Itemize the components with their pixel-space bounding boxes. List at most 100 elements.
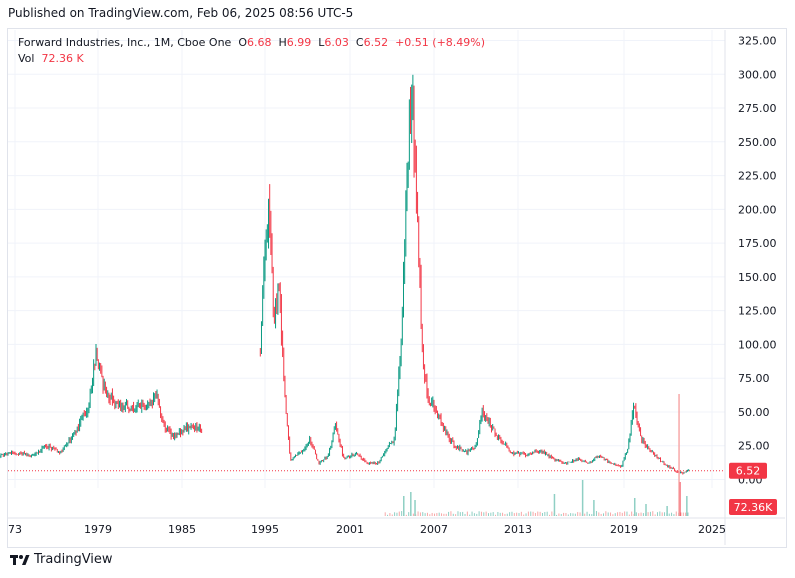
volume-bar xyxy=(541,512,543,516)
volume-bar xyxy=(598,512,600,516)
volume-bar xyxy=(558,513,560,516)
y-tick-label: 125.00 xyxy=(738,305,777,318)
volume-bar xyxy=(645,504,647,516)
volume-bar xyxy=(504,514,506,516)
volume-bar xyxy=(509,512,511,516)
volume-bar xyxy=(649,511,651,516)
volume-bar xyxy=(656,512,658,516)
volume-bar xyxy=(640,512,642,516)
volume-bar xyxy=(403,496,405,516)
x-tick-label: 2019 xyxy=(610,523,638,536)
volume-bar xyxy=(434,513,435,516)
volume-bar xyxy=(600,513,602,516)
volume-bar xyxy=(527,511,529,516)
close-label: C xyxy=(355,36,364,49)
ohlc-legend: Forward Industries, Inc., 1M, Cboe One O… xyxy=(18,36,485,49)
volume-bar xyxy=(570,513,572,516)
volume-bar xyxy=(626,511,628,516)
volume-bar xyxy=(516,512,518,516)
volume-bar xyxy=(631,511,633,516)
volume-bar xyxy=(476,513,478,516)
volume-bar xyxy=(685,512,687,516)
open-value: 6.68 xyxy=(246,36,272,49)
volume-bar xyxy=(565,512,567,516)
volume-bar xyxy=(638,513,640,516)
volume-bar xyxy=(595,511,597,516)
y-tick-label: 75.00 xyxy=(738,372,770,385)
volume-bar xyxy=(682,512,684,516)
volume-bar xyxy=(426,512,428,516)
volume-bar xyxy=(664,512,666,516)
volume-bar xyxy=(607,512,609,516)
y-tick-label: 150.00 xyxy=(738,271,777,284)
volume-bar xyxy=(466,511,468,516)
volume-bar xyxy=(687,512,689,516)
x-tick-label: 1985 xyxy=(168,523,196,536)
volume-bar xyxy=(506,513,508,516)
volume-bar xyxy=(480,511,482,516)
volume-bar xyxy=(513,513,515,516)
volume-bar xyxy=(591,514,593,516)
volume-bar xyxy=(405,514,407,516)
volume-bars xyxy=(384,480,689,516)
volume-bar xyxy=(659,511,661,516)
volume-bar xyxy=(551,511,553,516)
volume-bar xyxy=(471,511,473,516)
volume-bar xyxy=(647,512,649,516)
volume-bar xyxy=(628,514,630,516)
volume-bar xyxy=(532,511,534,516)
last-price-badge-text: 6.52 xyxy=(736,465,761,478)
volume-bar xyxy=(518,513,520,516)
volume-bar xyxy=(431,512,433,516)
footer-brand[interactable]: TradingView xyxy=(10,552,113,567)
volume-bar xyxy=(485,511,487,516)
volume-bar xyxy=(556,514,558,516)
symbol-name: Forward Industries, Inc., 1M, Cboe One xyxy=(18,36,232,49)
volume-bar xyxy=(478,511,480,516)
volume-bar xyxy=(621,512,623,516)
x-tick-label: 2013 xyxy=(504,523,532,536)
volume-bar xyxy=(537,511,539,516)
volume-bar xyxy=(499,512,501,516)
volume-bar xyxy=(610,512,612,516)
volume-bar xyxy=(614,513,616,516)
volume-bar xyxy=(530,511,532,516)
volume-bar xyxy=(680,512,682,516)
volume-bar xyxy=(523,514,525,516)
volume-bar xyxy=(588,513,590,516)
footer-brand-text: TradingView xyxy=(34,552,113,567)
volume-bar xyxy=(642,513,644,516)
volume-bar xyxy=(441,513,443,516)
volume-bar xyxy=(483,512,485,516)
volume-bar xyxy=(612,514,614,516)
volume-bar xyxy=(389,513,391,516)
volume-bar xyxy=(384,512,386,516)
y-tick-label: 250.00 xyxy=(738,136,777,149)
x-tick-label: 73 xyxy=(8,523,22,536)
volume-bar xyxy=(520,511,522,516)
volume-bar xyxy=(438,512,440,516)
candles xyxy=(0,74,690,475)
volume-legend: Vol 72.36 K xyxy=(18,52,84,65)
volume-bar xyxy=(633,498,636,516)
volume-bar xyxy=(417,511,419,516)
volume-value: 72.36 K xyxy=(41,52,84,65)
volume-bar xyxy=(624,511,626,516)
volume-bar xyxy=(455,514,457,516)
volume-bar xyxy=(544,511,546,516)
volume-bar xyxy=(661,512,663,516)
volume-bar xyxy=(584,513,586,516)
volume-bar xyxy=(686,496,688,516)
volume-bar xyxy=(567,514,569,516)
volume-bar xyxy=(445,513,447,516)
y-tick-label: 275.00 xyxy=(738,102,777,115)
volume-bar xyxy=(668,513,670,516)
change-value: +0.51 (+8.49%) xyxy=(395,36,486,49)
volume-bar xyxy=(563,512,565,516)
volume-bar xyxy=(408,512,410,516)
last-volume-badge-text: 72.36K xyxy=(734,501,773,514)
y-tick-label: 200.00 xyxy=(738,203,777,216)
volume-bar xyxy=(675,511,677,516)
chart-frame[interactable] xyxy=(7,28,787,548)
